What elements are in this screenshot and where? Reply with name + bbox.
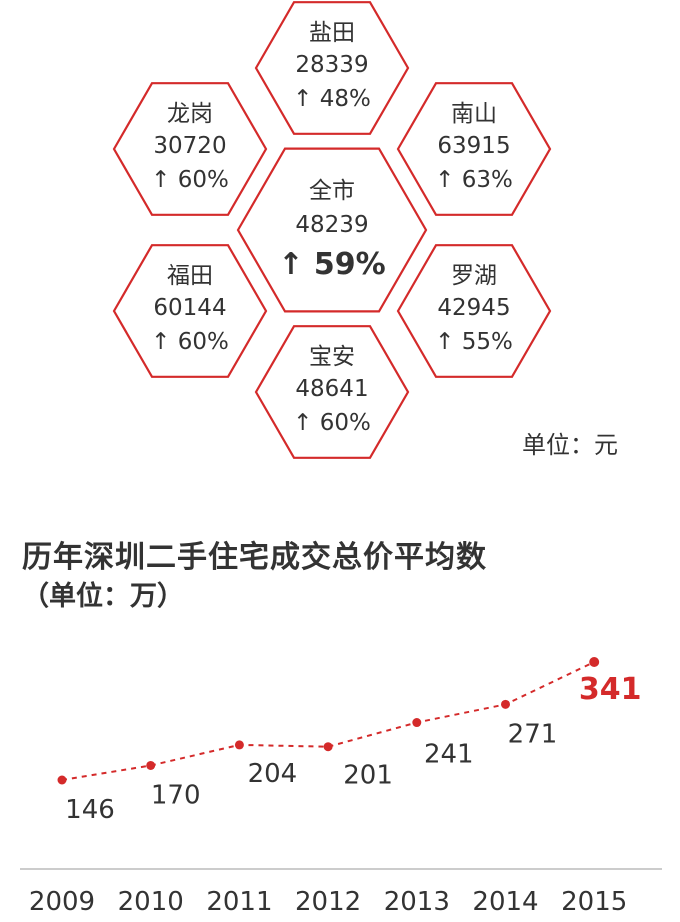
chart-subtitle: （单位：万）: [22, 581, 184, 612]
district-change: ↑ 48%: [293, 86, 371, 112]
up-arrow-icon: ↑: [293, 86, 320, 112]
x-tick-label: 2012: [295, 887, 361, 917]
district-price: 28339: [295, 52, 368, 78]
district-change: ↑ 60%: [151, 329, 229, 355]
hex-nanshan: 南山 63915 ↑ 63%: [396, 82, 552, 216]
price-unit-note: 单位：元: [522, 431, 618, 459]
district-change: ↑ 63%: [435, 167, 513, 193]
x-tick-label: 2011: [206, 887, 272, 917]
change-value: 60%: [178, 329, 229, 355]
district-change: ↑ 55%: [435, 329, 513, 355]
hex-outline: [396, 244, 552, 378]
x-tick-label: 2013: [384, 887, 450, 917]
district-name: 南山: [451, 101, 497, 127]
data-point: [234, 740, 244, 750]
hex-outline: [254, 325, 410, 459]
district-change: ↑ 59%: [278, 247, 385, 282]
data-point: [589, 657, 600, 667]
change-value: 63%: [462, 167, 513, 193]
district-price: 60144: [153, 295, 226, 321]
district-price: 48239: [295, 212, 368, 238]
x-tick-label: 2014: [472, 887, 538, 917]
hex-futian: 福田 60144 ↑ 60%: [112, 244, 268, 378]
x-tick-label: 2010: [118, 887, 184, 917]
data-point: [501, 699, 510, 709]
hex-yantian: 盐田 28339 ↑ 48%: [254, 1, 410, 135]
district-name: 福田: [167, 263, 213, 289]
data-point: [57, 775, 67, 785]
data-point: [146, 760, 156, 770]
hex-outline: [112, 82, 268, 216]
change-value: 60%: [320, 410, 371, 436]
district-name: 全市: [309, 178, 355, 204]
hex-outline: [236, 147, 428, 313]
data-point: [412, 718, 422, 728]
data-point: [323, 742, 333, 752]
up-arrow-icon: ↑: [293, 410, 320, 436]
district-name: 盐田: [309, 20, 355, 46]
hex-outline: [112, 244, 268, 378]
district-price: 30720: [153, 133, 226, 159]
x-tick-label: 2009: [29, 887, 95, 917]
up-arrow-icon: ↑: [151, 329, 178, 355]
hex-luohu: 罗湖 42945 ↑ 55%: [396, 244, 552, 378]
change-value: 48%: [320, 86, 371, 112]
district-hex-grid: 盐田 28339 ↑ 48% 龙岗 30720 ↑ 60% 南山 63915 ↑ 63% 全市 48…: [112, 1, 552, 459]
up-arrow-icon: ↑: [151, 167, 178, 193]
district-price: 42945: [437, 295, 510, 321]
change-value: 55%: [462, 329, 513, 355]
hex-outline: [254, 1, 410, 135]
data-label: 271: [508, 719, 558, 749]
up-arrow-icon: ↑: [435, 167, 462, 193]
data-label: 170: [151, 780, 201, 810]
data-label: 341: [579, 672, 642, 707]
chart-title: 历年深圳二手住宅成交总价平均数: [22, 540, 487, 575]
district-name: 罗湖: [451, 263, 497, 289]
x-tick-label: 2015: [561, 887, 627, 917]
up-arrow-icon: ↑: [278, 247, 314, 282]
data-label: 204: [248, 759, 298, 789]
change-value: 60%: [178, 167, 229, 193]
district-price: 63915: [437, 133, 510, 159]
hex-city: 全市 48239 ↑ 59%: [236, 147, 428, 313]
data-label: 201: [343, 761, 393, 791]
district-price: 48641: [295, 376, 368, 402]
district-name: 龙岗: [167, 101, 213, 127]
hex-baoan: 宝安 48641 ↑ 60%: [254, 325, 410, 459]
hex-longgang: 龙岗 30720 ↑ 60%: [112, 82, 268, 216]
district-change: ↑ 60%: [293, 410, 371, 436]
data-label: 146: [65, 795, 115, 825]
change-value: 59%: [314, 247, 386, 282]
up-arrow-icon: ↑: [435, 329, 462, 355]
series-line: [61, 661, 595, 781]
district-change: ↑ 60%: [151, 167, 229, 193]
hex-outline: [396, 82, 552, 216]
district-name: 宝安: [309, 344, 355, 370]
data-label: 241: [424, 740, 474, 770]
